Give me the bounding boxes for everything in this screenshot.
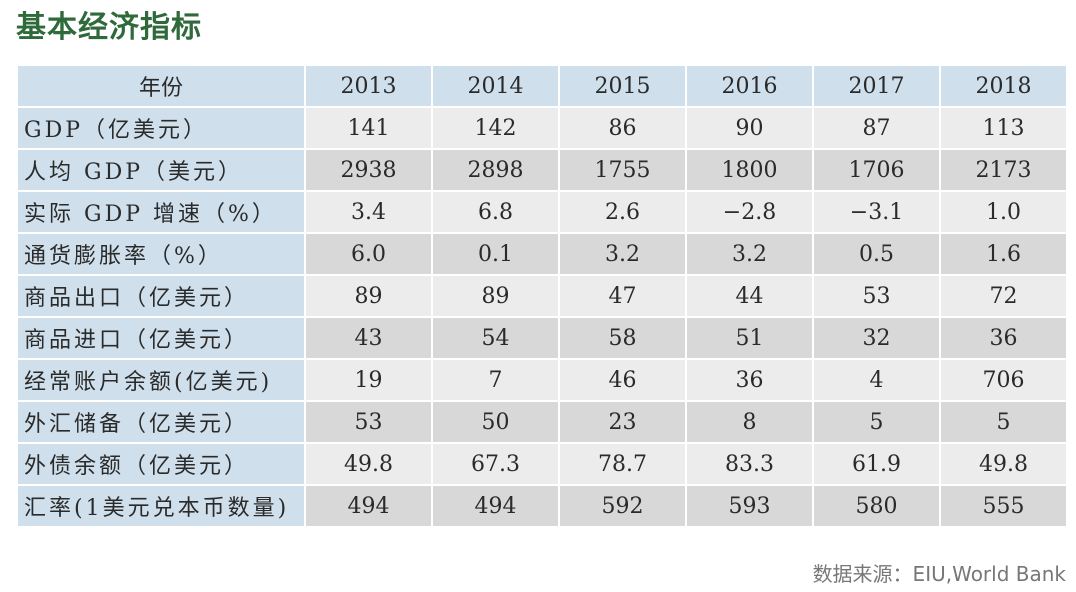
value-cell: 5: [939, 400, 1068, 444]
value-cell: 61.9: [812, 442, 941, 486]
value-cell: 36: [939, 316, 1068, 360]
header-cell-year: 2014: [431, 64, 560, 108]
value-cell: 51: [685, 316, 814, 360]
header-cell-year: 2015: [558, 64, 687, 108]
value-cell: 49.8: [304, 442, 433, 486]
value-cell: 4: [812, 358, 941, 402]
value-cell: 53: [304, 400, 433, 444]
value-cell: 78.7: [558, 442, 687, 486]
value-cell: 2173: [939, 148, 1068, 192]
table-row: 实际 GDP 增速（%） 3.4 6.8 2.6 −2.8 −3.1 1.0: [16, 190, 1068, 234]
value-cell: 8: [685, 400, 814, 444]
value-cell: 3.4: [304, 190, 433, 234]
economic-indicators-table: 年份 2013 2014 2015 2016 2017 2018 GDP（亿美元…: [16, 64, 1068, 528]
value-cell: 49.8: [939, 442, 1068, 486]
value-cell: 1.0: [939, 190, 1068, 234]
value-cell: 44: [685, 274, 814, 318]
value-cell: 3.2: [685, 232, 814, 276]
header-cell-year: 2016: [685, 64, 814, 108]
header-cell-year: 2018: [939, 64, 1068, 108]
value-cell: 67.3: [431, 442, 560, 486]
value-cell: 54: [431, 316, 560, 360]
table-row: 商品出口（亿美元） 89 89 47 44 53 72: [16, 274, 1068, 318]
value-cell: 1755: [558, 148, 687, 192]
header-cell-year: 2017: [812, 64, 941, 108]
indicator-table-container: 年份 2013 2014 2015 2016 2017 2018 GDP（亿美元…: [16, 64, 1068, 528]
value-cell: 58: [558, 316, 687, 360]
value-cell: 555: [939, 484, 1068, 528]
value-cell: 2.6: [558, 190, 687, 234]
value-cell: 5: [812, 400, 941, 444]
value-cell: 86: [558, 106, 687, 150]
table-header-row: 年份 2013 2014 2015 2016 2017 2018: [16, 64, 1068, 108]
table-row: 汇率(1美元兑本币数量) 494 494 592 593 580 555: [16, 484, 1068, 528]
value-cell: 23: [558, 400, 687, 444]
value-cell: 0.5: [812, 232, 941, 276]
value-cell: 7: [431, 358, 560, 402]
value-cell: 592: [558, 484, 687, 528]
value-cell: 1706: [812, 148, 941, 192]
value-cell: 1800: [685, 148, 814, 192]
value-cell: 47: [558, 274, 687, 318]
table-row: 经常账户余额(亿美元) 19 7 46 36 4 706: [16, 358, 1068, 402]
value-cell: 32: [812, 316, 941, 360]
table-row: 通货膨胀率（%） 6.0 0.1 3.2 3.2 0.5 1.6: [16, 232, 1068, 276]
row-label: 商品进口（亿美元）: [16, 316, 306, 360]
data-source-note: 数据来源：EIU,World Bank: [812, 562, 1066, 586]
value-cell: 141: [304, 106, 433, 150]
value-cell: 0.1: [431, 232, 560, 276]
value-cell: 593: [685, 484, 814, 528]
row-label: 外汇储备（亿美元）: [16, 400, 306, 444]
value-cell: 53: [812, 274, 941, 318]
value-cell: −3.1: [812, 190, 941, 234]
value-cell: 46: [558, 358, 687, 402]
value-cell: 87: [812, 106, 941, 150]
value-cell: 36: [685, 358, 814, 402]
value-cell: 1.6: [939, 232, 1068, 276]
table-row: 人均 GDP（美元） 2938 2898 1755 1800 1706 2173: [16, 148, 1068, 192]
value-cell: 580: [812, 484, 941, 528]
row-label: 通货膨胀率（%）: [16, 232, 306, 276]
value-cell: 89: [304, 274, 433, 318]
value-cell: 6.0: [304, 232, 433, 276]
row-label: 外债余额（亿美元）: [16, 442, 306, 486]
value-cell: 2898: [431, 148, 560, 192]
value-cell: 2938: [304, 148, 433, 192]
value-cell: −2.8: [685, 190, 814, 234]
value-cell: 706: [939, 358, 1068, 402]
value-cell: 142: [431, 106, 560, 150]
header-cell-year-label: 年份: [16, 64, 306, 108]
value-cell: 19: [304, 358, 433, 402]
value-cell: 6.8: [431, 190, 560, 234]
table-body: GDP（亿美元） 141 142 86 90 87 113 人均 GDP（美元） 2938 289…: [16, 106, 1068, 528]
row-label: 实际 GDP 增速（%）: [16, 190, 306, 234]
value-cell: 494: [431, 484, 560, 528]
row-label: 经常账户余额(亿美元): [16, 358, 306, 402]
value-cell: 90: [685, 106, 814, 150]
header-cell-year: 2013: [304, 64, 433, 108]
table-row: 外汇储备（亿美元） 53 50 23 8 5 5: [16, 400, 1068, 444]
value-cell: 3.2: [558, 232, 687, 276]
table-row: 外债余额（亿美元） 49.8 67.3 78.7 83.3 61.9 49.8: [16, 442, 1068, 486]
value-cell: 494: [304, 484, 433, 528]
row-label: 人均 GDP（美元）: [16, 148, 306, 192]
table-row: 商品进口（亿美元） 43 54 58 51 32 36: [16, 316, 1068, 360]
value-cell: 43: [304, 316, 433, 360]
value-cell: 72: [939, 274, 1068, 318]
page-title: 基本经济指标: [16, 10, 202, 45]
value-cell: 83.3: [685, 442, 814, 486]
value-cell: 89: [431, 274, 560, 318]
row-label: 商品出口（亿美元）: [16, 274, 306, 318]
row-label: 汇率(1美元兑本币数量): [16, 484, 306, 528]
value-cell: 113: [939, 106, 1068, 150]
row-label: GDP（亿美元）: [16, 106, 306, 150]
value-cell: 50: [431, 400, 560, 444]
table-row: GDP（亿美元） 141 142 86 90 87 113: [16, 106, 1068, 150]
